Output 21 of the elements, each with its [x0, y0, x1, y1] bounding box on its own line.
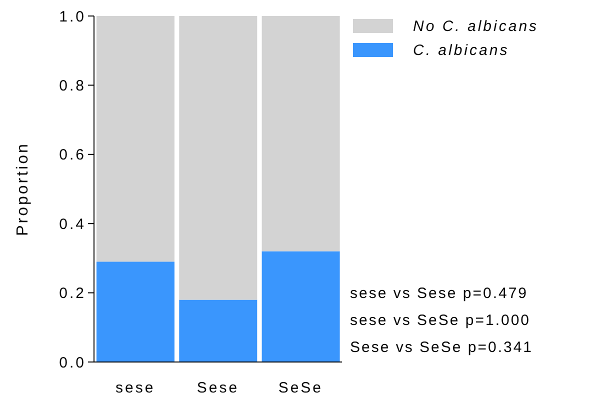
bar — [262, 16, 340, 252]
y-tick-label: 1.0 — [59, 8, 86, 26]
x-tick-label: sese — [115, 380, 156, 397]
text: sese vs Sese p=0.479 — [350, 285, 530, 304]
text: sese vs SeSe p=1.000 — [350, 312, 532, 331]
y-tick-label: 0.0 — [59, 354, 86, 372]
bar — [179, 300, 258, 362]
bar — [262, 251, 340, 362]
legend-label: No C. albicans — [413, 18, 539, 34]
y-tick-label: 0.2 — [59, 285, 86, 302]
bar — [96, 262, 174, 362]
bar — [96, 16, 174, 262]
legend-label: C. albicans — [413, 42, 510, 58]
y-tick-label: 0.6 — [59, 146, 86, 164]
bar — [179, 16, 258, 300]
y-axis-title: Proportion — [14, 142, 32, 236]
text: Sese vs SeSe p=0.341 — [350, 339, 534, 358]
x-tick-label: Sese — [196, 380, 240, 397]
y-tick-label: 0.8 — [59, 78, 86, 95]
y-tick-label: 0.4 — [59, 216, 86, 233]
x-tick-label: SeSe — [278, 380, 324, 397]
